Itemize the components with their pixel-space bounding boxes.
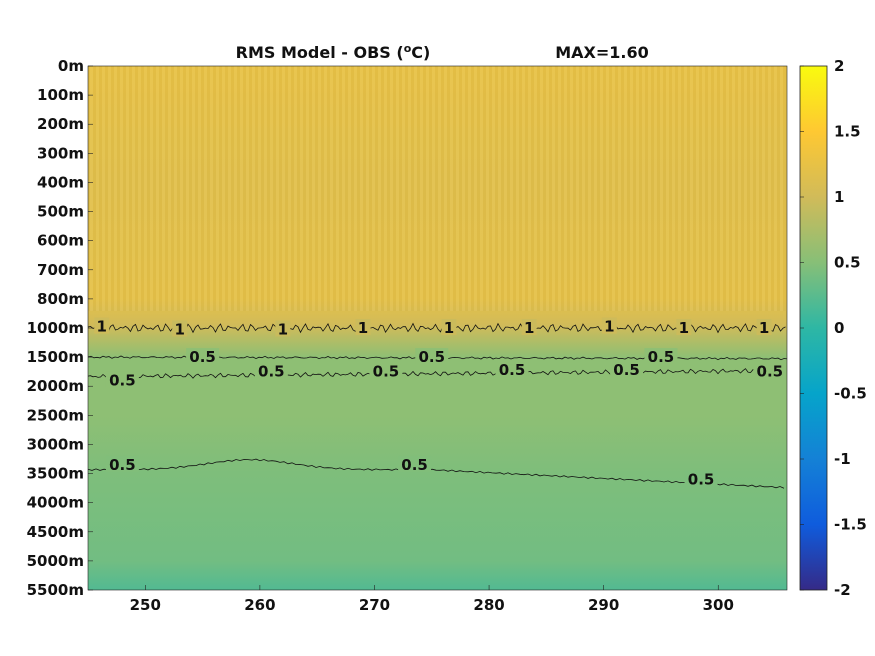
contour-label: 0.5 <box>613 361 640 379</box>
contour-label-bg <box>369 362 403 379</box>
x-tick-label: 290 <box>588 596 619 614</box>
y-tick-label: 3000m <box>27 435 84 453</box>
x-tick-label: 250 <box>130 596 161 614</box>
contour-label: 0.5 <box>189 348 216 366</box>
max-label: MAX=1.60 <box>555 43 649 62</box>
y-tick-label: 400m <box>37 173 84 191</box>
contour-label: 1 <box>278 320 288 338</box>
colorbar-gradient <box>799 65 828 591</box>
y-tick-label: 5000m <box>27 552 84 570</box>
x-tick-label: 270 <box>359 596 390 614</box>
contour-label: 1 <box>679 319 689 337</box>
contour-label-bg <box>172 320 188 337</box>
contour-label-bg <box>753 362 787 379</box>
contour-label: 1 <box>97 318 107 336</box>
colorbar-tick-label: -2 <box>834 581 851 599</box>
colorbar-ticks: 2 1.5 1 0.5 0 -0.5 -1 -1.5 -2 <box>800 57 867 599</box>
contour-label-bg <box>644 348 678 365</box>
contour-label-bg <box>355 319 371 335</box>
contour-label-bg <box>105 371 139 388</box>
contour-label-bg <box>521 319 537 335</box>
contour-label-bg <box>756 319 772 335</box>
colorbar-tick-label: -1.5 <box>834 516 867 534</box>
y-tick-label: 0m <box>58 57 84 75</box>
title-main: RMS Model - OBS ( <box>236 43 404 62</box>
contour-label-bg <box>254 362 288 379</box>
contour-label-bg <box>398 455 432 472</box>
contour-label-bg <box>684 470 718 487</box>
contour-label: 0.5 <box>373 363 400 381</box>
contour-label: 0.5 <box>258 363 285 381</box>
title-end: C) <box>411 43 430 62</box>
contour-line-0.5 <box>87 368 786 380</box>
colorbar: 2 1.5 1 0.5 0 -0.5 -1 -1.5 -2 <box>799 57 867 599</box>
contour-label: 1 <box>358 319 368 337</box>
contour-label: 0.5 <box>648 348 675 366</box>
contour-label: 1 <box>174 320 184 338</box>
contour-label: 0.5 <box>109 456 136 474</box>
contour-label-bg <box>495 361 529 378</box>
y-tick-label: 100m <box>37 86 84 104</box>
colorbar-tick-label: -0.5 <box>834 385 867 403</box>
heatmap-texture <box>88 66 787 311</box>
chart-title: RMS Model - OBS (oC) <box>236 42 431 62</box>
contour-label-bg <box>186 348 220 365</box>
colorbar-tick-label: 1 <box>834 188 844 206</box>
y-tick-label: 800m <box>37 290 84 308</box>
y-axis: 0m 100m 200m 300m 400m 500m 600m 700m 800m 1000m 1… <box>27 57 93 599</box>
y-tick-label: 2500m <box>27 406 84 424</box>
contour-label-bg <box>415 348 449 365</box>
contour-label: 1 <box>759 319 769 337</box>
y-tick-label: 4000m <box>27 494 84 512</box>
x-tick-label: 300 <box>703 596 734 614</box>
contour-labels: 1 1 1 1 1 1 1 1 10.5 0.5 0.50.5 0.5 0.5 0.5 0.5 0.50.5 0… <box>94 317 787 488</box>
colorbar-tick-label: -1 <box>834 450 851 468</box>
y-tick-label: 700m <box>37 261 84 279</box>
contour-label: 1 <box>524 319 534 337</box>
colorbar-tick-label: 2 <box>834 57 844 75</box>
colorbar-tick-label: 1.5 <box>834 123 861 141</box>
x-tick-label: 280 <box>473 596 504 614</box>
y-tick-label: 600m <box>37 232 84 250</box>
contour-line-0.5 <box>87 458 785 489</box>
y-tick-label: 1000m <box>27 319 84 337</box>
contour-label: 0.5 <box>757 363 784 381</box>
y-tick-label: 3500m <box>27 465 84 483</box>
y-tick-label: 500m <box>37 203 84 221</box>
contour-label-bg <box>105 455 139 472</box>
y-tick-label: 1500m <box>27 348 84 366</box>
contour-label-bg <box>676 319 692 335</box>
contour-label: 1 <box>444 319 454 337</box>
y-tick-label: 4500m <box>27 523 84 541</box>
y-tick-label: 200m <box>37 115 84 133</box>
contour-line-1 <box>87 322 786 334</box>
y-tick-label: 300m <box>37 144 84 162</box>
contour-label-bg <box>441 319 457 335</box>
colorbar-tick-label: 0.5 <box>834 254 861 272</box>
contour-label: 0.5 <box>401 456 428 474</box>
contour-label: 0.5 <box>688 470 715 488</box>
title-superscript: o <box>404 42 412 55</box>
contour-label-bg <box>94 317 110 334</box>
y-tick-label: 2000m <box>27 377 84 395</box>
colorbar-tick-label: 0 <box>834 319 844 337</box>
contour-label: 0.5 <box>109 371 136 389</box>
x-axis: 250 260 270 280 290 300 <box>130 585 734 614</box>
contour-label: 1 <box>604 318 614 336</box>
contour-label-bg <box>610 361 644 378</box>
contour-label-bg <box>601 317 617 334</box>
contour-label: 0.5 <box>499 361 526 379</box>
x-tick-label: 260 <box>244 596 275 614</box>
y-tick-label: 5500m <box>27 581 84 599</box>
contour-label-bg <box>275 320 291 337</box>
plot-area: 1 1 1 1 1 1 1 1 10.5 0.5 0.50.5 0.5 0.5 0.5 0.5 0.50.5 0… <box>87 65 788 591</box>
contour-label: 0.5 <box>418 348 445 366</box>
